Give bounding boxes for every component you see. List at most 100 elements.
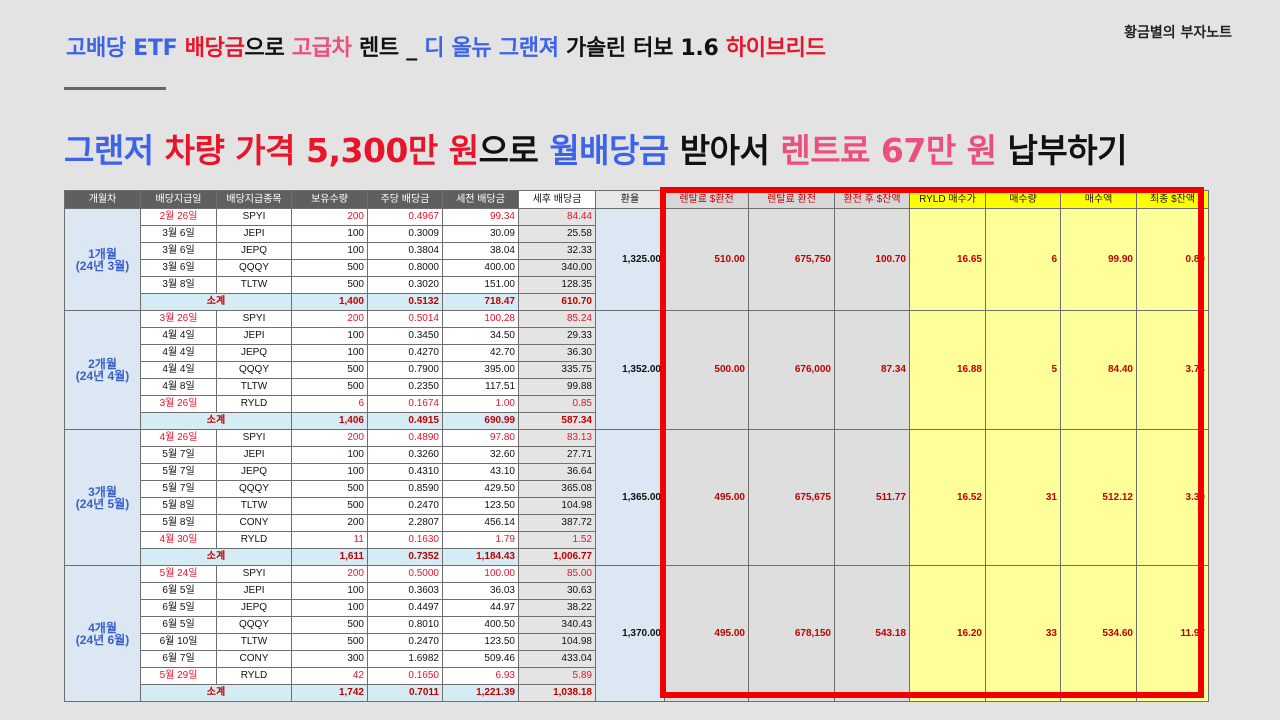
pretax-cell: 456.14 [442,514,519,532]
quantity-cell: 500 [291,259,368,277]
rent-usd-cell: 495.00 [664,429,749,566]
dps-cell: 0.7900 [367,361,443,379]
header-pretax: 세전 배당금 [442,190,519,209]
dps-cell: 0.3020 [367,276,443,294]
ticker-cell: JEPI [216,446,292,464]
quantity-cell: 200 [291,565,368,583]
pay-date-cell: 3월 26일 [140,310,217,328]
pretax-cell: 32.60 [442,446,519,464]
aftertax-cell: 25.58 [518,225,596,243]
buy-qty-cell: 33 [985,565,1061,702]
header-buy-amount: 매수액 [1060,190,1137,209]
subtotal-pretax: 1,184.43 [442,548,519,566]
pretax-cell: 395.00 [442,361,519,379]
table-row: 6월 5일 JEPQ 100 0.4497 44.97 38.22 [65,599,1209,617]
aftertax-cell: 36.30 [518,344,596,362]
pay-date-cell: 6월 5일 [140,616,217,634]
ticker-cell: JEPQ [216,242,292,260]
pay-date-cell: 6월 10일 [140,633,217,651]
aftertax-cell: 99.88 [518,378,596,396]
dps-cell: 0.1674 [367,395,443,413]
buy-qty-cell: 31 [985,429,1061,566]
subtotal-aftertax: 1,006.77 [518,548,596,566]
dps-cell: 0.2350 [367,378,443,396]
table-row: 5월 7일 QQQY 500 0.8590 429.50 365.08 [65,480,1209,498]
ticker-cell: CONY [216,650,292,668]
table-row: 4월 4일 QQQY 500 0.7900 395.00 335.75 [65,361,1209,379]
pay-date-cell: 3월 26일 [140,395,217,413]
title-seg-7: 가솔린 터보 1.6 [558,36,726,61]
quantity-cell: 500 [291,361,368,379]
pay-date-cell: 6월 5일 [140,599,217,617]
pretax-cell: 99.34 [442,208,519,226]
month-label: 3개월 [88,484,117,499]
quantity-cell: 100 [291,225,368,243]
pay-date-cell: 6월 7일 [140,650,217,668]
subtotal-row: 소계 1,400 0.5132 718.47 610.70 [65,293,1209,311]
subtotal-quantity: 1,406 [291,412,368,430]
ticker-cell: RYLD [216,667,292,685]
table-row: 4개월 (24년 6월) 5월 24일 SPYI 200 0.5000 100.00 85.0… [64,565,1209,702]
quantity-cell: 100 [291,446,368,464]
pay-date-cell: 5월 8일 [140,497,217,515]
table-row: 3개월 (24년 5월) 4월 26일 SPYI 200 0.4890 97.80 83.13… [64,429,1209,566]
table-row: 3월 26일 RYLD 6 0.1674 1.00 0.85 [65,395,1209,413]
month-cell: 3개월 (24년 5월) [64,429,141,566]
table-row: 3월 6일 JEPQ 100 0.3804 38.04 32.33 [65,242,1209,260]
title-divider [64,87,166,90]
header-aftertax: 세후 배당금 [518,190,596,209]
final-balance-cell: 3.39 [1136,429,1209,566]
pay-date-cell: 2월 26일 [140,208,217,226]
table-row: 4월 4일 JEPI 100 0.3450 34.50 29.33 [65,327,1209,345]
quantity-cell: 42 [291,667,368,685]
ticker-cell: RYLD [216,395,292,413]
quantity-cell: 500 [291,276,368,294]
pay-date-cell: 4월 30일 [140,531,217,549]
pretax-cell: 100.28 [442,310,519,328]
ticker-cell: TLTW [216,378,292,396]
subtotal-quantity: 1,611 [291,548,368,566]
subtitle-seg-7: 납부하기 [996,131,1128,170]
subtotal-label: 소계 [140,684,292,702]
fx-cell: 1,370.00 [595,565,665,702]
header-final-balance: 최종 $잔액 [1136,190,1209,209]
buy-qty-cell: 6 [985,208,1061,311]
table-row: 6월 5일 QQQY 500 0.8010 400.50 340.43 [65,616,1209,634]
ticker-cell: SPYI [216,565,292,583]
dps-cell: 1.6982 [367,650,443,668]
pay-date-cell: 6월 5일 [140,582,217,600]
dps-cell: 0.4310 [367,463,443,481]
pay-date-cell: 5월 29일 [140,667,217,685]
subtitle-seg-3: 으로 [478,131,550,170]
rent-krw-cell: 675,675 [748,429,835,566]
ticker-cell: JEPI [216,225,292,243]
pretax-cell: 30.09 [442,225,519,243]
subtotal-row: 소계 1,406 0.4915 690.99 587.34 [65,412,1209,430]
ticker-cell: TLTW [216,276,292,294]
aftertax-cell: 27.71 [518,446,596,464]
aftertax-cell: 128.35 [518,276,596,294]
dps-cell: 0.3450 [367,327,443,345]
table-row: 4월 30일 RYLD 11 0.1630 1.79 1.52 [65,531,1209,549]
aftertax-cell: 5.89 [518,667,596,685]
dps-cell: 0.1630 [367,531,443,549]
balance-after-cell: 543.18 [834,565,910,702]
ticker-cell: JEPQ [216,599,292,617]
quantity-cell: 300 [291,650,368,668]
rent-usd-cell: 500.00 [664,310,749,430]
ryld-price-cell: 16.88 [909,310,986,430]
ticker-cell: SPYI [216,208,292,226]
dps-cell: 0.3009 [367,225,443,243]
table-row: 5월 7일 JEPQ 100 0.4310 43.10 36.64 [65,463,1209,481]
month-period: (24년 4월) [75,369,130,383]
rent-usd-cell: 495.00 [664,565,749,702]
table-row: 3월 6일 QQQY 500 0.8000 400.00 340.00 [65,259,1209,277]
dps-cell: 0.3804 [367,242,443,260]
pretax-cell: 123.50 [442,633,519,651]
aftertax-cell: 387.72 [518,514,596,532]
ticker-cell: JEPI [216,582,292,600]
rent-krw-cell: 675,750 [748,208,835,311]
quantity-cell: 500 [291,616,368,634]
month-period: (24년 5월) [75,496,130,511]
pay-date-cell: 3월 6일 [140,242,217,260]
